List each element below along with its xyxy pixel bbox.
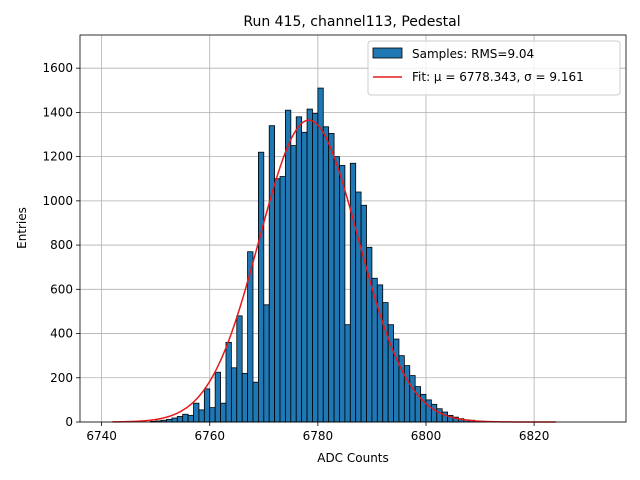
y-tick-label: 200 — [50, 371, 73, 385]
histogram-bar — [376, 284, 384, 423]
chart-title: Run 415, channel113, Pedestal — [243, 14, 460, 30]
histogram-bar — [403, 365, 411, 423]
histogram-bar — [171, 417, 178, 423]
fit-curve — [112, 119, 556, 423]
histogram-bar — [263, 304, 270, 423]
axes-frame — [79, 34, 627, 423]
legend-label-fit: Fit: μ = 6778.343, σ = 9.161 — [412, 70, 584, 84]
y-tick-label: 400 — [50, 327, 73, 341]
histogram-bar — [198, 409, 205, 423]
y-axis-label: Entries — [15, 207, 29, 249]
histogram-bar — [295, 116, 303, 423]
histogram-bar — [290, 145, 297, 423]
histogram-bar — [322, 126, 330, 423]
x-tick-label: 6740 — [86, 429, 117, 443]
legend-frame — [367, 40, 621, 96]
histogram-bar — [203, 388, 211, 423]
histogram-bar — [182, 413, 189, 423]
histogram-bar — [360, 204, 367, 423]
y-tick-label: 1400 — [42, 105, 73, 119]
histogram-bar — [230, 367, 238, 423]
histogram-bar — [317, 87, 324, 423]
histogram-bar — [306, 108, 313, 423]
y-tick-label: 1200 — [42, 150, 73, 164]
histogram-bar — [274, 178, 281, 423]
legend-swatch-samples — [372, 47, 403, 59]
histogram-bar — [214, 371, 221, 423]
histogram-bars — [149, 87, 486, 423]
y-tick-label: 0 — [65, 415, 73, 429]
histogram-bar — [393, 338, 400, 423]
histogram-bar — [187, 414, 194, 423]
histogram-bar — [279, 176, 286, 423]
histogram-bar — [371, 277, 378, 423]
histogram-bar — [409, 375, 416, 423]
y-axis-ticks: 0 200 400 600 800 1000 1200 1400 1600 — [42, 61, 80, 429]
y-tick-label: 1600 — [42, 61, 73, 75]
histogram-bar — [285, 109, 292, 423]
histogram-bar — [344, 324, 351, 423]
histogram-bar — [436, 408, 443, 423]
histogram-bar — [328, 133, 335, 423]
histogram-bar — [241, 372, 248, 423]
histogram-bar — [220, 402, 227, 423]
histogram-bar — [425, 399, 432, 423]
histogram-bar — [193, 402, 200, 423]
histogram-bar — [252, 381, 259, 423]
y-tick-label: 800 — [50, 238, 73, 252]
x-tick-label: 6780 — [303, 429, 334, 443]
y-tick-label: 1000 — [42, 194, 73, 208]
histogram-bar — [209, 407, 216, 423]
histogram-bar — [339, 165, 346, 423]
legend-label-samples: Samples: RMS=9.04 — [412, 47, 534, 61]
plot-area — [79, 34, 627, 423]
histogram-bar — [349, 162, 357, 423]
histogram-bar — [430, 403, 438, 423]
histogram-bar — [225, 341, 232, 423]
histogram-bar — [176, 416, 184, 423]
histogram-bar — [268, 125, 276, 423]
x-tick-label: 6760 — [194, 429, 225, 443]
histogram-bar — [257, 151, 265, 423]
histogram-bar — [333, 156, 340, 423]
y-tick-label: 600 — [50, 282, 73, 296]
legend: Samples: RMS=9.04 Fit: μ = 6778.343, σ =… — [367, 40, 621, 96]
histogram-bar — [312, 113, 319, 423]
histogram-bar — [382, 302, 389, 423]
histogram-bar — [355, 191, 362, 423]
x-tick-label: 6820 — [519, 429, 550, 443]
x-axis-ticks: 6740 6760 6780 6800 6820 — [86, 422, 549, 443]
histogram-bar — [301, 131, 308, 423]
histogram-bar — [236, 315, 243, 423]
x-tick-label: 6800 — [411, 429, 442, 443]
x-axis-label: ADC Counts — [317, 451, 389, 465]
